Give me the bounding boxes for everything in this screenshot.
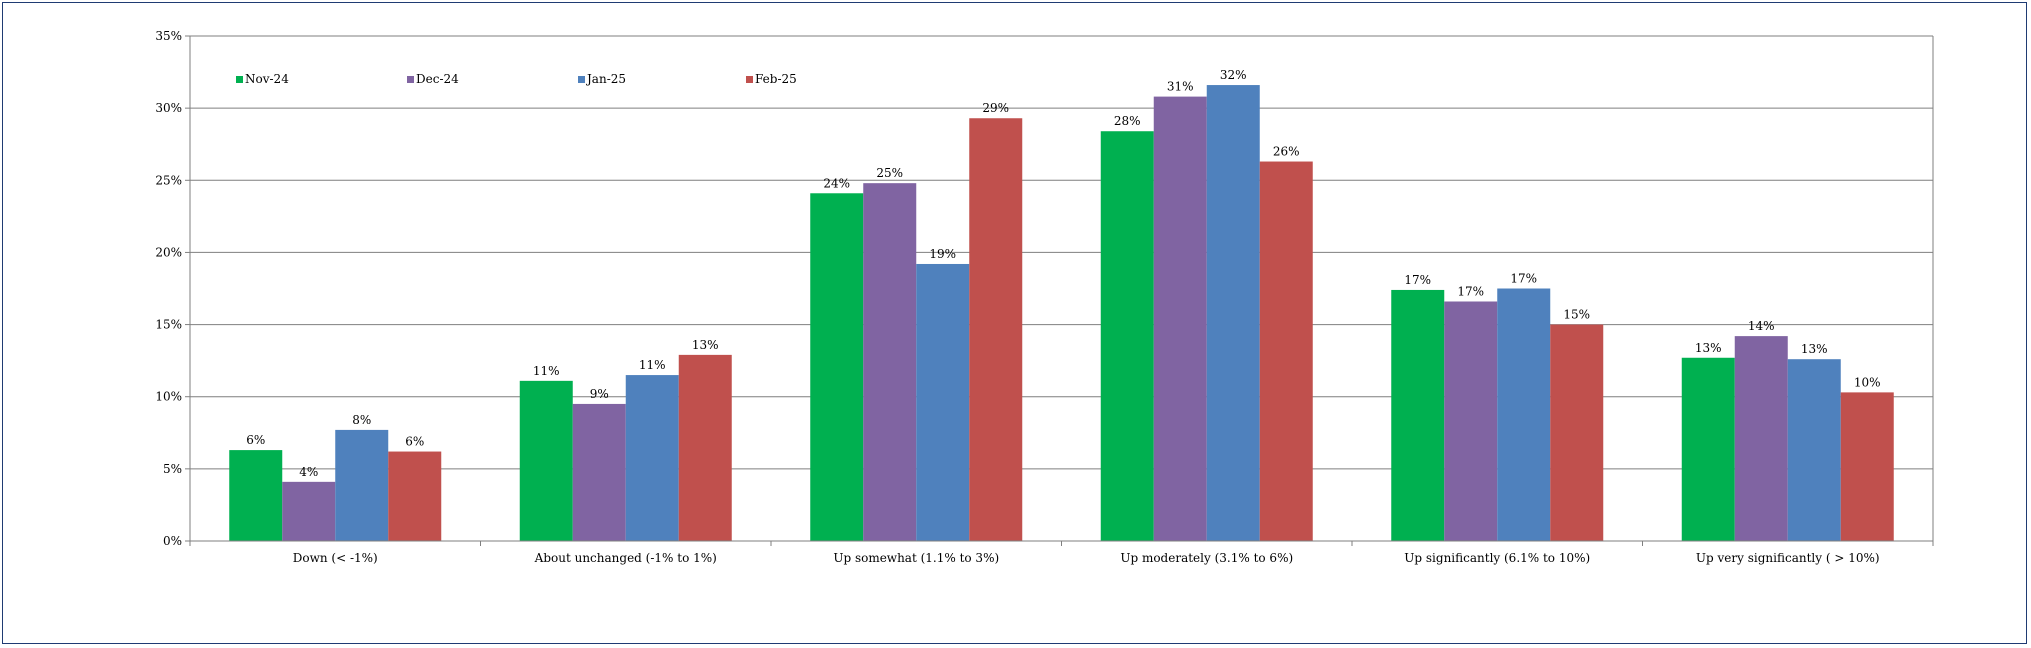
y-tick-label: 0% [163, 534, 182, 548]
y-tick-label: 5% [163, 462, 182, 476]
data-label: 8% [352, 413, 371, 427]
legend: Nov-24 Dec-24 Jan-25 Feb-25 [236, 72, 797, 86]
bar [863, 183, 917, 541]
bar [1259, 161, 1313, 541]
y-tick-label: 20% [155, 245, 182, 259]
bar [1840, 392, 1894, 541]
data-label: 31% [1167, 80, 1194, 94]
bar [969, 118, 1023, 541]
bar [388, 451, 442, 541]
data-label: 11% [639, 358, 666, 372]
category-label: About unchanged (-1% to 1%) [534, 551, 717, 565]
category-label: Up moderately (3.1% to 6%) [1120, 551, 1293, 565]
bar [1734, 336, 1788, 541]
bar [1681, 357, 1735, 541]
y-tick-label: 15% [155, 318, 182, 332]
bar [1550, 324, 1604, 541]
bar [572, 403, 626, 541]
data-label: 19% [929, 247, 956, 261]
bar [678, 354, 732, 541]
data-label: 32% [1220, 68, 1247, 82]
data-label: 10% [1854, 375, 1881, 389]
category-label: Up significantly (6.1% to 10%) [1404, 551, 1590, 565]
legend-label: Dec-24 [416, 72, 459, 86]
bar [916, 263, 970, 541]
y-tick-label: 10% [155, 390, 182, 404]
data-label: 9% [590, 387, 609, 401]
gridlines [190, 35, 1934, 542]
data-label: 26% [1273, 145, 1300, 159]
bar [810, 193, 864, 541]
bar [1787, 359, 1841, 541]
category-label: Up somewhat (1.1% to 3%) [833, 551, 999, 565]
legend-item: Feb-25 [746, 72, 797, 86]
data-label: 24% [823, 176, 850, 190]
data-label: 29% [982, 101, 1009, 115]
bar [282, 481, 336, 541]
bar [1391, 289, 1445, 541]
bar [1444, 301, 1498, 541]
bars [229, 85, 1894, 542]
legend-swatch [578, 76, 585, 83]
category-label: Down (< -1%) [293, 551, 378, 565]
data-label: 6% [405, 435, 424, 449]
legend-item: Nov-24 [236, 72, 289, 86]
legend-swatch [407, 76, 414, 83]
data-label: 17% [1457, 284, 1484, 298]
data-labels: 6% 11% 24% 28% 17% 13% 4% 9% 25% 31% 17% 14% 8% 11% 19… [246, 68, 1880, 479]
data-label: 17% [1404, 273, 1431, 287]
bar [1206, 85, 1260, 542]
legend-swatch [236, 76, 243, 83]
legend-label: Jan-25 [585, 72, 626, 86]
legend-label: Nov-24 [245, 72, 289, 86]
bar [335, 429, 389, 541]
axes: 0% 5% 10% 15% 20% 25% 30% 35% Down (< -1%) About … [155, 29, 1934, 565]
legend-swatch [746, 76, 753, 83]
bar [1100, 131, 1154, 541]
data-label: 17% [1510, 272, 1537, 286]
bar [625, 375, 679, 541]
legend-item: Dec-24 [407, 72, 459, 86]
data-label: 13% [1695, 341, 1722, 355]
bar [229, 450, 283, 541]
y-tick-label: 25% [155, 173, 182, 187]
data-label: 13% [692, 338, 719, 352]
legend-label: Feb-25 [755, 72, 797, 86]
category-label: Up very significantly ( > 10%) [1696, 551, 1880, 565]
data-label: 28% [1114, 114, 1141, 128]
data-label: 6% [246, 433, 265, 447]
data-label: 15% [1563, 308, 1590, 322]
bar [519, 380, 573, 541]
data-label: 13% [1801, 342, 1828, 356]
data-label: 25% [876, 166, 903, 180]
bar [1153, 96, 1207, 541]
y-tick-label: 30% [155, 101, 182, 115]
data-label: 14% [1748, 319, 1775, 333]
y-tick-label: 35% [155, 29, 182, 43]
legend-item: Jan-25 [578, 72, 626, 86]
data-label: 4% [299, 465, 318, 479]
bar [1497, 288, 1551, 541]
data-label: 11% [533, 364, 560, 378]
